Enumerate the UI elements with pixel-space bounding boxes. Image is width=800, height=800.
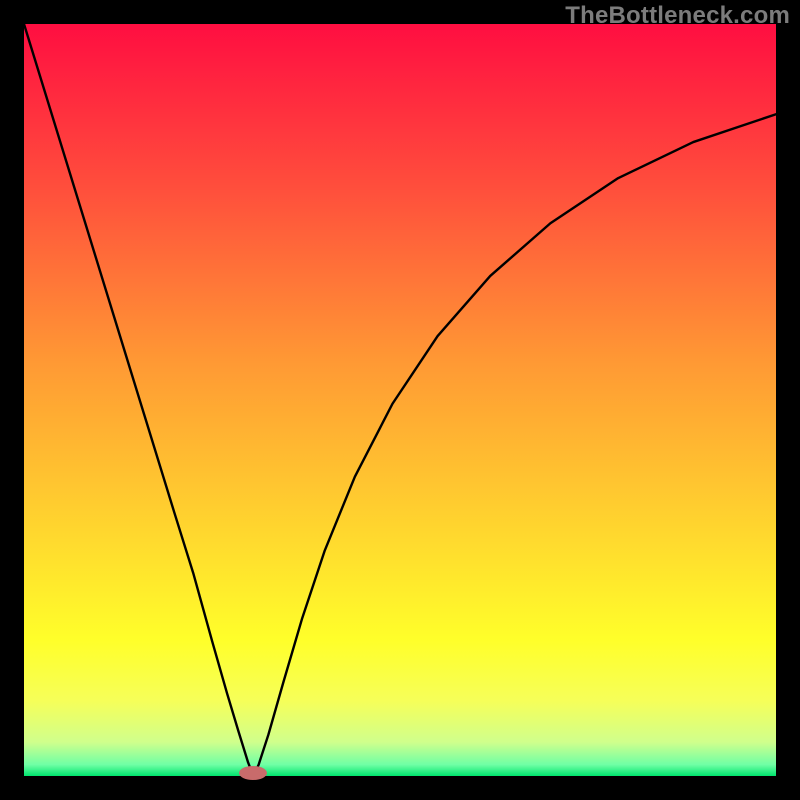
watermark-text: TheBottleneck.com bbox=[565, 2, 790, 30]
plot-area bbox=[24, 24, 776, 776]
minimum-marker bbox=[239, 766, 267, 780]
bottleneck-curve bbox=[24, 24, 776, 776]
chart-frame: TheBottleneck.com bbox=[0, 0, 800, 800]
